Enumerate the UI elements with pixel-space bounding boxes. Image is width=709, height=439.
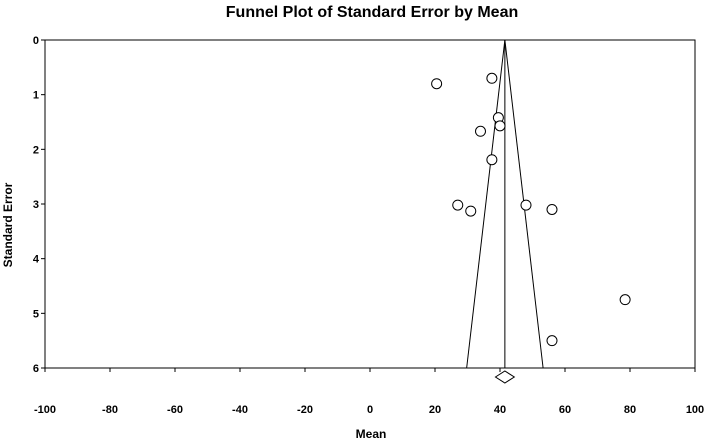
funnel-left-line: [466, 39, 506, 369]
data-point: [520, 199, 532, 211]
x-axis-label: Mean: [356, 427, 387, 439]
x-axis: -100 -80 -60 -40 -20 0 20 40 60 80 100: [34, 368, 704, 416]
y-tick-label: 0: [33, 35, 39, 47]
summary-diamond: [494, 370, 516, 384]
x-tick-label: -60: [167, 404, 183, 416]
data-point: [431, 78, 443, 90]
y-tick-label: 4: [33, 254, 40, 266]
y-tick-label: 5: [33, 308, 39, 320]
x-tick-label: -100: [34, 404, 56, 416]
data-point: [452, 199, 464, 211]
x-tick-label: 40: [494, 404, 506, 416]
x-tick-label: -40: [232, 404, 248, 416]
x-tick-label: 80: [624, 404, 636, 416]
x-tick-label: -80: [102, 404, 118, 416]
data-point: [494, 120, 506, 132]
x-tick-label: 100: [686, 404, 704, 416]
data-point: [546, 203, 558, 215]
y-tick-label: 2: [33, 144, 39, 156]
data-point: [619, 294, 631, 306]
summary-diamond-group: [494, 370, 516, 384]
data-point: [465, 205, 477, 217]
x-tick-label: 20: [429, 404, 441, 416]
y-axis-label: Standard Error: [1, 182, 15, 267]
y-tick-label: 1: [33, 90, 39, 102]
funnel: [466, 39, 544, 369]
data-point: [546, 335, 558, 347]
y-tick-label: 6: [33, 363, 39, 375]
x-tick-label: 60: [559, 404, 571, 416]
data-points: [431, 72, 631, 347]
x-tick-label: 0: [367, 404, 373, 416]
data-point: [486, 72, 498, 84]
x-tick-label: -20: [297, 404, 313, 416]
chart-title: Funnel Plot of Standard Error by Mean: [226, 4, 518, 21]
y-axis: 0 1 2 3 4 5 6: [33, 35, 45, 375]
data-point: [475, 125, 486, 137]
y-tick-label: 3: [33, 199, 39, 211]
plot-frame: [44, 39, 696, 369]
data-point: [486, 154, 498, 166]
